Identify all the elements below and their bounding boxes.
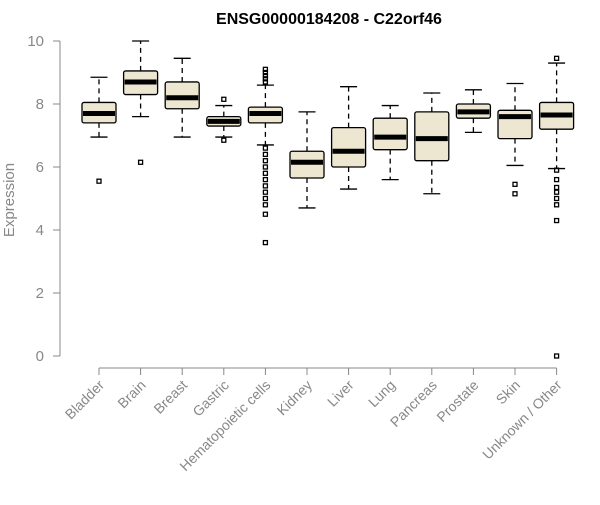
y-tick-label: 4 (36, 222, 44, 239)
box-group (330, 86, 367, 190)
box-group (497, 82, 533, 197)
x-tick-label: Breast (150, 377, 190, 417)
box-group (206, 96, 242, 143)
outlier-point (262, 239, 269, 246)
box-group (455, 89, 492, 134)
box-group (289, 111, 325, 209)
outlier-point (221, 96, 227, 102)
iqr-box (372, 117, 408, 151)
outlier-point (262, 170, 269, 176)
outlier-point (553, 202, 560, 208)
outlier-point (553, 217, 560, 224)
outlier-point (553, 189, 560, 195)
outlier-point (262, 195, 269, 202)
outlier-point (262, 164, 269, 170)
y-tick-label: 8 (36, 96, 44, 113)
y-tick-label: 2 (36, 285, 44, 302)
y-tick-label: 0 (36, 348, 44, 365)
iqr-box (330, 126, 367, 168)
x-tick-label: Kidney (274, 377, 316, 419)
box-group (122, 40, 159, 165)
y-tick-label: 6 (36, 159, 44, 176)
outlier-point (262, 145, 269, 151)
outlier-point (262, 189, 269, 195)
y-axis: 0 2 4 6 8 10 (27, 33, 61, 365)
outlier-point (512, 181, 518, 187)
outlier-point (553, 195, 560, 202)
outlier-point (262, 202, 269, 208)
y-tick-label: 10 (27, 33, 44, 50)
outlier-point (96, 178, 102, 184)
y-axis-label: Expression (1, 163, 18, 237)
box-group (414, 92, 450, 195)
x-tick-label: Skin (493, 377, 524, 408)
outlier-point (262, 79, 269, 85)
x-tick-label: Prostate (433, 377, 481, 425)
outlier-point (262, 66, 269, 72)
chart-title: ENSG00000184208 - C22orf46 (216, 11, 442, 28)
outlier-point (262, 211, 269, 217)
box-group (81, 76, 117, 184)
outlier-point (553, 353, 560, 359)
outlier-point (262, 76, 269, 82)
box-series (81, 40, 575, 359)
box-group (372, 104, 408, 181)
outlier-point (553, 184, 560, 191)
outlier-point (553, 176, 560, 183)
x-tick-label: Liver (324, 377, 357, 410)
outlier-point (262, 176, 269, 183)
outlier-point (262, 183, 269, 189)
outlier-point (553, 55, 560, 61)
outlier-point (262, 69, 269, 76)
outlier-point (512, 191, 518, 197)
box-group (247, 66, 284, 246)
box-group (164, 57, 200, 138)
outlier-point (553, 167, 560, 173)
outlier-point (221, 137, 227, 143)
outlier-point (137, 159, 144, 165)
box-group (538, 55, 575, 359)
outlier-point (262, 73, 269, 79)
x-tick-label: Lung (365, 377, 398, 410)
outlier-point (262, 158, 269, 164)
x-tick-label: Bladder (62, 377, 108, 423)
x-tick-label: Unknown / Other (479, 377, 565, 463)
x-tick-label: Brain (114, 377, 148, 411)
outlier-point (262, 151, 269, 158)
